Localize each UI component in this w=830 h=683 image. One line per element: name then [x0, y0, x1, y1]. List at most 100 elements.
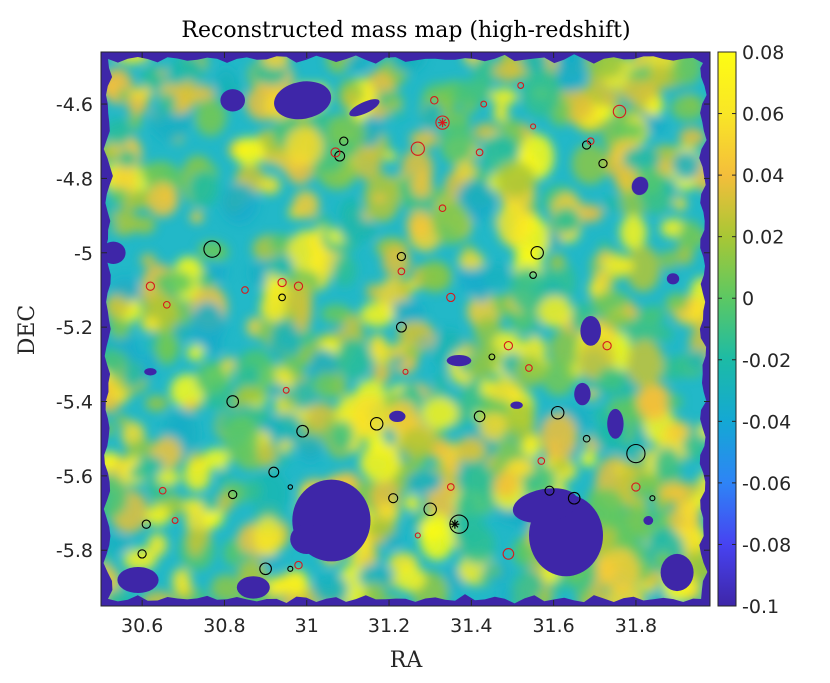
heat-cell: [509, 267, 546, 313]
cluster-marker-red: [502, 548, 515, 560]
heat-cell: [672, 52, 702, 86]
heat-cell: [410, 130, 439, 148]
heat-cell: [481, 263, 511, 289]
heat-cell: [663, 177, 678, 197]
heat-cell: [598, 106, 615, 120]
heat-cell: [145, 505, 170, 527]
cluster-marker-black: [423, 502, 437, 517]
colorbar-tick-label: 0.02: [742, 227, 784, 249]
heat-cell: [258, 176, 281, 195]
cluster-marker-red: [241, 286, 249, 294]
cluster-marker-red: [171, 517, 179, 524]
cluster-marker-red: [293, 281, 304, 291]
cluster-marker-black: [567, 491, 581, 505]
heat-cell: [368, 333, 387, 357]
heat-cell: [399, 428, 434, 460]
cluster-marker-black: [488, 353, 496, 361]
heat-cell: [330, 420, 355, 451]
heat-cell: [116, 148, 138, 168]
heat-cell: [555, 55, 586, 93]
heat-cell: [329, 320, 345, 331]
cluster-marker-black: [228, 489, 238, 500]
cluster-marker-red: [475, 148, 484, 157]
x-tick-label: 31.2: [368, 615, 410, 637]
colorbar-tick-label: 0.08: [742, 42, 784, 64]
cluster-marker-black: [449, 514, 469, 534]
heat-cell: [473, 281, 490, 304]
heat-cell: [403, 494, 421, 512]
heat-cell: [372, 194, 387, 203]
cluster-marker-red: [402, 368, 409, 375]
cluster-marker-red: [537, 457, 546, 465]
heat-cell: [266, 383, 289, 398]
y-tick-label: -4.8: [56, 168, 93, 190]
heat-cell: [172, 323, 192, 342]
cluster-marker-red: [435, 115, 450, 130]
y-axis-ticks: -4.6 -4.8 -5 -5.2 -5.4 -5.6 -5.8: [56, 94, 710, 562]
heat-cell: [189, 210, 204, 223]
heat-cell: [101, 473, 129, 519]
heat-cell: [145, 395, 169, 412]
heat-cell: [208, 243, 229, 262]
void-region: [236, 576, 270, 599]
heat-cell: [183, 399, 200, 412]
star-stroke: [438, 119, 447, 127]
heat-cell: [479, 412, 509, 441]
heat-cell: [223, 414, 260, 463]
heat-cell: [186, 344, 205, 361]
heat-cell: [341, 138, 358, 158]
heat-cell: [190, 301, 226, 349]
cluster-marker-red: [294, 560, 303, 570]
colorbar-gradient: [717, 51, 737, 607]
heat-cell: [468, 355, 495, 379]
heat-cell: [372, 363, 391, 383]
x-tick-label: 31.4: [450, 615, 492, 637]
heat-cell: [360, 302, 395, 327]
cluster-marker-black: [649, 495, 656, 502]
heat-cell: [250, 470, 289, 516]
cluster-marker-black: [582, 434, 591, 443]
cluster-marker-red: [145, 281, 156, 291]
chart-title: Reconstructed mass map (high-redshift): [181, 18, 630, 43]
colorbar-tick-label: -0.08: [742, 534, 791, 556]
star-marker-black: [450, 519, 460, 529]
heat-cell: [487, 566, 502, 577]
heat-cell: [646, 118, 668, 135]
heat-cell: [648, 65, 670, 90]
heat-cell: [472, 55, 497, 88]
heat-cell: [130, 86, 153, 102]
y-tick-label: -5.8: [56, 540, 93, 562]
heat-cell: [195, 100, 226, 137]
cluster-marker-black: [395, 321, 407, 333]
void-region: [290, 524, 324, 554]
cluster-marker-red: [446, 483, 455, 491]
heat-cell: [393, 565, 426, 592]
cluster-marker-red: [438, 204, 447, 213]
colorbar-ticks: 0.08 0.06 0.04 0.02 0 -0.02 -0.04 -0.06 -0.08 -0.…: [718, 42, 791, 618]
heat-cell: [194, 362, 229, 396]
heat-cell: [285, 281, 313, 318]
heat-cell: [511, 458, 536, 476]
void-region: [643, 516, 654, 525]
void-region: [510, 401, 523, 409]
heat-cell: [541, 358, 576, 396]
heat-cell: [622, 146, 661, 174]
cluster-marker-black: [530, 246, 544, 260]
heat-cell: [603, 310, 632, 327]
heat-cell: [657, 325, 673, 343]
heat-cell: [282, 569, 309, 596]
heat-cell: [217, 492, 233, 513]
heat-cell: [431, 200, 470, 245]
heat-cell: [549, 330, 581, 367]
low-density-regions: [101, 81, 694, 599]
heat-cell: [636, 452, 649, 461]
void-region: [389, 410, 406, 422]
heat-cell: [110, 187, 129, 204]
star-marker-red: [438, 118, 448, 128]
x-axis-ticks: 30.6 30.8 31 31.2 31.4 31.6 31.8: [121, 52, 657, 637]
heat-cell: [421, 102, 443, 132]
heat-cell: [292, 190, 320, 220]
star-stroke: [451, 520, 459, 528]
heat-cell: [259, 294, 287, 322]
heat-cell: [242, 480, 263, 502]
